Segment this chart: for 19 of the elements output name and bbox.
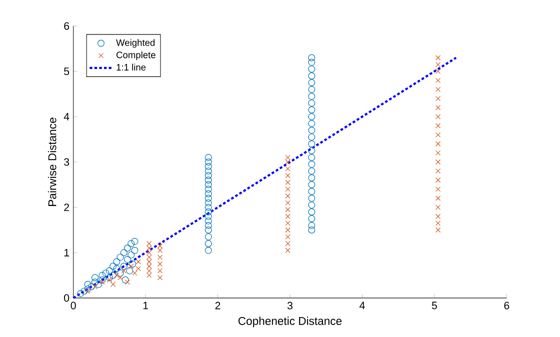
y-tick-label: 3 [64, 158, 70, 166]
legend-label: Weighted [116, 39, 155, 48]
x-tick-label: 6 [504, 302, 510, 310]
x-tick-label: 5 [432, 302, 437, 310]
x-tick-label: 1 [143, 302, 148, 310]
y-tick-label: 6 [64, 22, 70, 30]
x-tick-label: 0 [70, 302, 76, 310]
y-tick-label: 1 [64, 249, 70, 256]
y-tick-label: 2 [64, 204, 69, 212]
y-axis-title: Pairwise Distance [48, 118, 56, 206]
legend-label: 1:1 line [116, 64, 146, 71]
legend-label: Complete [116, 51, 156, 60]
x-tick-label: 3 [287, 302, 292, 310]
y-tick-label: 5 [64, 68, 70, 76]
x-tick-label: 2 [215, 302, 220, 310]
y-tick-label: 4 [64, 113, 70, 120]
x-axis-title: Cophenetic Distance [238, 316, 342, 328]
x-tick-label: 4 [360, 302, 365, 310]
y-tick-label: 0 [64, 294, 70, 302]
